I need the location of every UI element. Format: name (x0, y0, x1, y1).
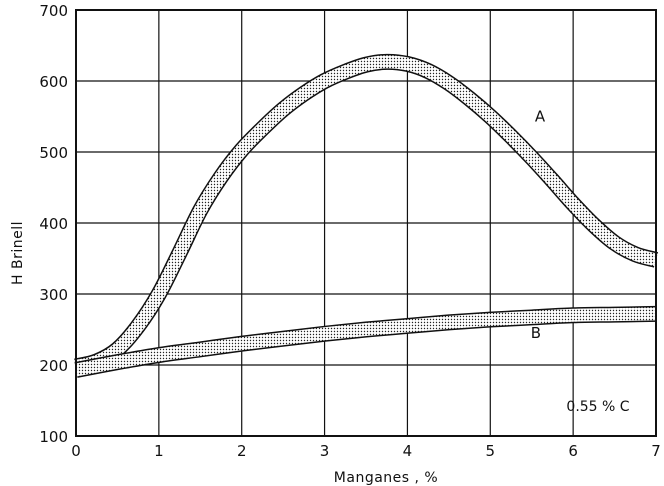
y-tick-label: 500 (39, 144, 68, 162)
annotations: 0.55 % C (566, 399, 629, 415)
x-axis-label: Manganes , % (334, 470, 438, 486)
series-bands (74, 53, 659, 378)
series-labels: AB (531, 107, 546, 342)
x-tick-label: 5 (486, 442, 496, 460)
y-tick-label: 300 (39, 286, 68, 304)
series-label-A: A (535, 107, 546, 125)
x-tick-label: 1 (154, 442, 164, 460)
series-band-A (74, 53, 659, 375)
series-band-outline (74, 305, 657, 378)
x-tick-label: 0 (71, 442, 81, 460)
x-tick-label: 6 (568, 442, 578, 460)
grid (75, 9, 657, 437)
series-band-B (74, 305, 657, 378)
plot-frame (75, 9, 657, 437)
x-tick-label: 2 (237, 442, 247, 460)
y-tick-label: 200 (39, 357, 68, 375)
y-tick-label: 400 (39, 215, 68, 233)
series-label-B: B (531, 324, 541, 342)
tick-labels: 0 1 2 3 4 5 6 7 100 200 300 400 500 600 700 (39, 2, 660, 460)
x-tick-label: 4 (403, 442, 413, 460)
series-band-fill (74, 55, 658, 373)
y-tick-label: 700 (39, 2, 68, 20)
y-tick-label: 600 (39, 73, 68, 91)
y-tick-label: 100 (39, 428, 68, 446)
x-tick-label: 7 (651, 442, 661, 460)
y-axis-label: H Brinell (10, 221, 26, 285)
carbon-content-annotation: 0.55 % C (566, 399, 629, 415)
x-tick-label: 3 (320, 442, 330, 460)
series-band-fill (74, 307, 657, 377)
